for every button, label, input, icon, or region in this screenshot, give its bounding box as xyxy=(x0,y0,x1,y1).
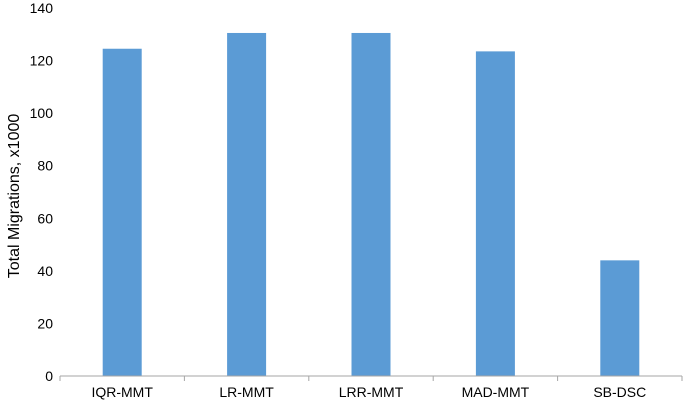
bar-mad-mmt xyxy=(475,51,515,376)
bar-lr-mmt xyxy=(227,32,267,376)
x-tick-label: LR-MMT xyxy=(219,384,274,400)
y-tick-label: 100 xyxy=(30,105,54,121)
bars xyxy=(102,32,640,376)
y-axis-title: Total Migrations, x1000 xyxy=(6,114,23,279)
y-axis-ticks: 0 20 40 60 80 100 120 140 xyxy=(30,0,54,384)
y-tick-label: 0 xyxy=(45,368,53,384)
x-tick-label: IQR-MMT xyxy=(91,384,153,400)
bar-sb-dsc xyxy=(600,260,640,376)
y-tick-label: 80 xyxy=(37,158,53,174)
x-axis-ticks: IQR-MMT LR-MMT LRR-MMT MAD-MMT SB-DSC xyxy=(59,376,683,400)
bar-iqr-mmt xyxy=(102,48,142,376)
y-tick-label: 60 xyxy=(37,210,53,226)
x-tick-label: LRR-MMT xyxy=(339,384,404,400)
y-tick-label: 140 xyxy=(30,0,54,16)
x-tick-label: SB-DSC xyxy=(593,384,646,400)
y-tick-label: 120 xyxy=(30,53,54,69)
y-tick-label: 40 xyxy=(37,263,53,279)
x-tick-label: MAD-MMT xyxy=(462,384,530,400)
y-tick-label: 20 xyxy=(37,315,53,331)
bar-lrr-mmt xyxy=(351,32,391,376)
